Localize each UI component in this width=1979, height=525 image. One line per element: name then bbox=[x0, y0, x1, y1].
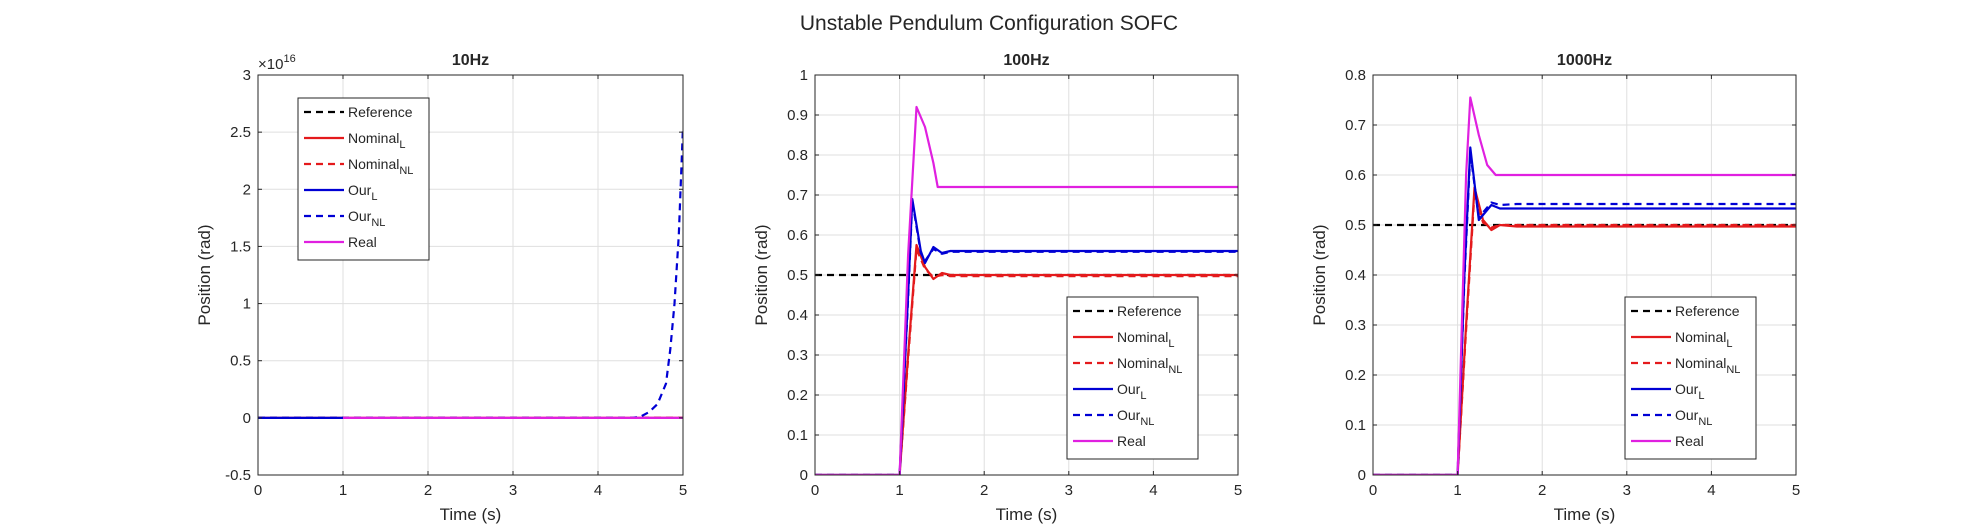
series-line-nominal-nl bbox=[1373, 191, 1796, 475]
y-tick-label: 3 bbox=[243, 67, 251, 84]
legend: Reference NominalL NominalNL OurL OurNL Real bbox=[1624, 296, 1757, 460]
legend-label: NominalNL bbox=[348, 156, 413, 177]
series-line-nominal-nl bbox=[815, 247, 1238, 475]
y-tick-label: 0.6 bbox=[787, 227, 808, 244]
y-tick-label: 0.9 bbox=[787, 107, 808, 124]
y-tick-label: 0.1 bbox=[1345, 417, 1366, 434]
legend-label: Real bbox=[1675, 433, 1704, 449]
x-tick-label: 1 bbox=[339, 482, 347, 499]
series-line-our-nl bbox=[815, 199, 1238, 475]
exponent-label: ×1016 bbox=[258, 53, 296, 73]
y-tick-label: 0.3 bbox=[1345, 317, 1366, 334]
x-axis-label: Time (s) bbox=[1554, 505, 1616, 524]
y-tick-label: 2 bbox=[243, 181, 251, 198]
x-axis-label: Time (s) bbox=[440, 505, 502, 524]
x-tick-label: 5 bbox=[679, 482, 687, 499]
y-tick-label: 0 bbox=[800, 467, 808, 484]
y-tick-label: 0.6 bbox=[1345, 167, 1366, 184]
series-line-real bbox=[815, 105, 1238, 475]
x-tick-label: 0 bbox=[254, 482, 262, 499]
y-axis-label: Position (rad) bbox=[1310, 224, 1329, 325]
y-tick-label: 0.5 bbox=[230, 353, 251, 370]
x-tick-label: 1 bbox=[1453, 482, 1461, 499]
legend-box bbox=[1624, 296, 1757, 460]
legend-label: NominalL bbox=[1117, 329, 1174, 350]
x-tick-label: 4 bbox=[1149, 482, 1157, 499]
x-tick-label: 0 bbox=[811, 482, 819, 499]
y-tick-label: 0.1 bbox=[787, 427, 808, 444]
y-tick-label: -0.5 bbox=[225, 467, 251, 484]
legend-label: Reference bbox=[348, 104, 413, 120]
legend-label: OurL bbox=[1117, 381, 1146, 402]
legend: Reference NominalL NominalNL OurL OurNL Real bbox=[1066, 296, 1199, 460]
axes-box bbox=[257, 74, 684, 476]
legend-label: OurNL bbox=[1117, 407, 1154, 428]
legend-box bbox=[1066, 296, 1199, 460]
series-group bbox=[1373, 96, 1796, 475]
legend-label: NominalNL bbox=[1675, 355, 1740, 376]
y-tick-label: 0.8 bbox=[787, 147, 808, 164]
legend-label: NominalL bbox=[348, 130, 405, 151]
subplot-title: 10Hz bbox=[452, 52, 489, 69]
y-tick-label: 0.7 bbox=[787, 187, 808, 204]
x-tick-label: 2 bbox=[424, 482, 432, 499]
legend-label: OurL bbox=[1675, 381, 1704, 402]
legend-label: NominalL bbox=[1675, 329, 1732, 350]
x-tick-label: 3 bbox=[1623, 482, 1631, 499]
x-tick-label: 5 bbox=[1234, 482, 1242, 499]
y-tick-label: 0.5 bbox=[787, 267, 808, 284]
figure-title: Unstable Pendulum Configuration SOFC bbox=[800, 12, 1178, 35]
legend-label: Real bbox=[1117, 433, 1146, 449]
x-tick-label: 4 bbox=[1707, 482, 1715, 499]
y-axis-label: Position (rad) bbox=[195, 224, 214, 325]
y-tick-label: 0 bbox=[243, 410, 251, 427]
x-axis-label: Time (s) bbox=[996, 505, 1058, 524]
legend: Reference NominalL NominalNL OurL OurNL Real bbox=[297, 97, 430, 261]
y-tick-label: 0.2 bbox=[1345, 367, 1366, 384]
legend-label: OurNL bbox=[1675, 407, 1712, 428]
series-group bbox=[258, 126, 683, 419]
legend-label: NominalNL bbox=[1117, 355, 1182, 376]
legend-label: Real bbox=[348, 234, 377, 250]
x-tick-label: 3 bbox=[1065, 482, 1073, 499]
legend-box bbox=[297, 97, 430, 261]
y-axis-label: Position (rad) bbox=[752, 224, 771, 325]
y-tick-label: 1 bbox=[243, 296, 251, 313]
y-tick-label: 0.3 bbox=[787, 347, 808, 364]
x-tick-label: 5 bbox=[1792, 482, 1800, 499]
y-tick-label: 2.5 bbox=[230, 124, 251, 141]
chart-panel-100hz: 0 1 2 3 4 5 0 0.1 0.2 0.3 0.4 0.5 0.6 0.7 0.8 0.9 1 100Hz… bbox=[752, 52, 1242, 524]
series-group bbox=[815, 105, 1238, 475]
y-tick-label: 1.5 bbox=[230, 238, 251, 255]
subplot-title: 1000Hz bbox=[1557, 52, 1612, 69]
y-tick-label: 0.8 bbox=[1345, 67, 1366, 84]
y-tick-label: 0.4 bbox=[787, 307, 808, 324]
chart-panel-1000hz: 0 1 2 3 4 5 0 0.1 0.2 0.3 0.4 0.5 0.6 0.7 0.8 1000Hz Tim… bbox=[1310, 52, 1800, 524]
x-tick-label: 2 bbox=[980, 482, 988, 499]
subplot-title: 100Hz bbox=[1003, 52, 1049, 69]
y-tick-label: 0 bbox=[1358, 467, 1366, 484]
y-tick-label: 0.2 bbox=[787, 387, 808, 404]
legend-label: OurL bbox=[348, 182, 377, 203]
legend-label: OurNL bbox=[348, 208, 385, 229]
series-line-real bbox=[1373, 96, 1796, 475]
y-tick-label: 0.5 bbox=[1345, 217, 1366, 234]
y-tick-label: 0.7 bbox=[1345, 117, 1366, 134]
legend-label: Reference bbox=[1117, 303, 1182, 319]
legend-label: Reference bbox=[1675, 303, 1740, 319]
y-tick-label: 0.4 bbox=[1345, 267, 1366, 284]
x-tick-label: 4 bbox=[594, 482, 602, 499]
x-tick-label: 3 bbox=[509, 482, 517, 499]
x-tick-label: 1 bbox=[895, 482, 903, 499]
x-tick-label: 0 bbox=[1369, 482, 1377, 499]
y-tick-label: 1 bbox=[800, 67, 808, 84]
x-tick-label: 2 bbox=[1538, 482, 1546, 499]
